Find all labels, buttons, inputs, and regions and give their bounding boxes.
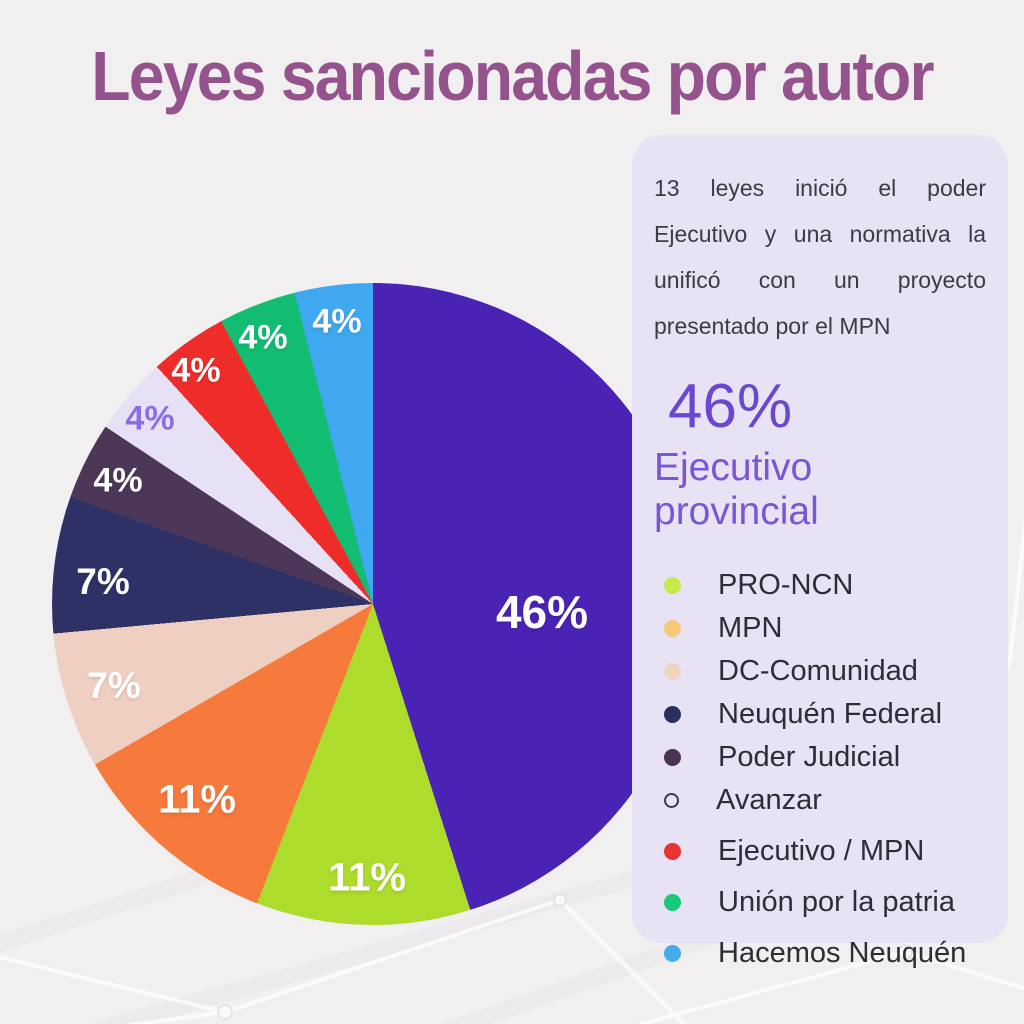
legend-dot-icon bbox=[664, 842, 681, 860]
legend-label: Ejecutivo / MPN bbox=[718, 834, 925, 867]
legend-item: PRO-NCN bbox=[664, 568, 986, 601]
legend-item: Avanzar bbox=[664, 783, 986, 816]
legend-dot-icon bbox=[664, 576, 681, 594]
legend-label: Poder Judicial bbox=[718, 740, 901, 773]
legend-hollow-dot-icon bbox=[664, 792, 679, 808]
highlight-value: 46% bbox=[668, 372, 793, 441]
info-panel: 13 leyes inició el poder Ejecutivo y una… bbox=[632, 135, 1008, 969]
page-title: Leyes sancionadas por autor bbox=[91, 37, 934, 115]
legend-label: Hacemos Neuquén bbox=[718, 936, 967, 969]
legend: PRO-NCN MPN DC-Comunidad Neuquén Federal Pod… bbox=[654, 568, 986, 969]
legend-dot-icon bbox=[664, 619, 681, 637]
pie-slice-label: 4% bbox=[238, 318, 288, 357]
legend-item: Ejecutivo / MPN bbox=[664, 834, 986, 867]
legend-dot-icon bbox=[664, 893, 681, 911]
legend-dot-icon bbox=[664, 705, 681, 723]
pie-slice-label: 4% bbox=[312, 302, 362, 341]
legend-dot-icon bbox=[664, 748, 681, 766]
pie-slice-label: 4% bbox=[125, 399, 175, 438]
legend-label: DC-Comunidad bbox=[718, 654, 918, 687]
legend-label: Avanzar bbox=[716, 783, 822, 816]
pie-slice-label: 4% bbox=[93, 461, 143, 500]
legend-label: PRO-NCN bbox=[718, 568, 854, 601]
pie-slice-label: 7% bbox=[76, 561, 130, 602]
legend-label: Neuquén Federal bbox=[718, 697, 943, 730]
pie-slice-label: 46% bbox=[495, 586, 589, 638]
summary-paragraph: 13 leyes inició el poder Ejecutivo y una… bbox=[654, 175, 986, 339]
pie-slice-label: 11% bbox=[328, 855, 406, 900]
legend-label: Unión por la patria bbox=[718, 885, 955, 918]
legend-item: Poder Judicial bbox=[664, 740, 986, 773]
legend-item: Neuquén Federal bbox=[664, 697, 986, 730]
legend-item: DC-Comunidad bbox=[664, 654, 986, 687]
legend-item: Hacemos Neuquén bbox=[664, 936, 986, 969]
pie-chart bbox=[52, 283, 694, 925]
highlight-label: Ejecutivo provincial bbox=[654, 446, 819, 533]
pie-slice-label: 11% bbox=[158, 777, 236, 822]
legend-dot-icon bbox=[664, 944, 681, 962]
pie-slice-label: 4% bbox=[171, 351, 221, 390]
legend-label: MPN bbox=[718, 611, 783, 644]
legend-item: MPN bbox=[664, 611, 986, 644]
pie-slice-label: 7% bbox=[87, 665, 141, 706]
legend-dot-icon bbox=[664, 662, 681, 680]
legend-item: Unión por la patria bbox=[664, 885, 986, 918]
